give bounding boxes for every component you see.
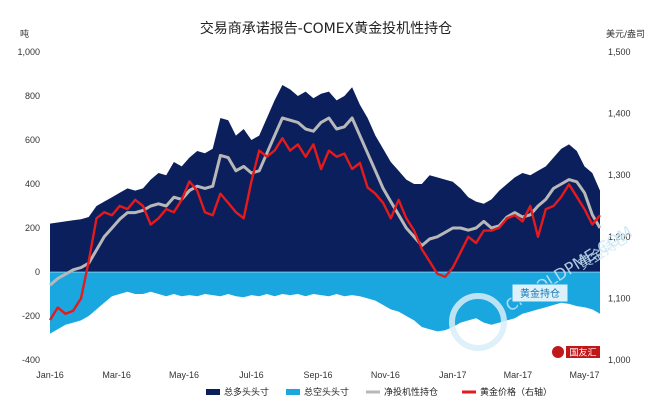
series-net-line [49, 116, 602, 287]
series-total-long-area [50, 85, 600, 272]
x-tick-label: Jan-17 [439, 370, 467, 380]
legend-label-short: 总空头头寸 [304, 386, 349, 398]
right-tick-label: 1,500 [608, 47, 631, 57]
x-tick-label: Mar-17 [504, 370, 533, 380]
plot-area [48, 85, 602, 334]
legend-label-net: 净投机性持仓 [384, 386, 438, 398]
x-tick-label: Jan-16 [36, 370, 64, 380]
right-axis-unit: 美元/盎司 [606, 28, 645, 40]
series-gold-price-line [48, 137, 601, 321]
right-tick-label: 1,300 [608, 170, 631, 180]
x-tick-label: Nov-16 [371, 370, 400, 380]
legend-label-price: 黄金价格（右轴） [480, 386, 552, 398]
brand-logo-plate [566, 346, 600, 358]
left-tick-label: 600 [25, 135, 40, 145]
x-tick-label: May-16 [169, 370, 199, 380]
left-tick-label: 200 [25, 223, 40, 233]
left-tick-label: 800 [25, 91, 40, 101]
right-tick-label: 1,000 [608, 355, 631, 365]
brand-logo-text: 国友汇 [569, 347, 596, 359]
left-axis-ticks: 1,000 800 600 400 200 0 -200 -400 [17, 47, 40, 365]
chart-title: 交易商承诺报告-COMEX黄金投机性持仓 [200, 20, 452, 37]
left-tick-label: 400 [25, 179, 40, 189]
watermark-badge-label: 黄金持仓 [520, 287, 560, 300]
legend-label-long: 总多头头寸 [224, 386, 269, 398]
right-tick-label: 1,400 [608, 109, 631, 119]
watermark-badge [511, 283, 569, 303]
right-axis-ticks: 1,500 1,400 1,300 1,200 1,100 1,000 [608, 47, 631, 365]
series-total-short-area [50, 272, 600, 334]
right-tick-label: 1,200 [608, 232, 631, 242]
x-tick-label: May-17 [569, 370, 599, 380]
legend: 总多头头寸 总空头头寸 净投机性持仓 黄金价格（右轴） [206, 386, 552, 398]
brand-logo-icon [552, 346, 564, 358]
left-axis-unit: 吨 [20, 28, 29, 40]
x-tick-label: Mar-16 [102, 370, 131, 380]
left-tick-label: 0 [35, 267, 40, 277]
left-tick-label: -400 [22, 355, 40, 365]
x-axis-ticks: Jan-16 Mar-16 May-16 Jul-16 Sep-16 Nov-16 Jan-… [36, 370, 599, 380]
legend-swatch-short [286, 389, 300, 395]
brand-logo: 国友汇 [552, 346, 600, 359]
x-tick-label: Jul-16 [239, 370, 264, 380]
legend-swatch-long [206, 389, 220, 395]
watermark-ring-icon [449, 293, 507, 351]
left-tick-label: -200 [22, 311, 40, 321]
x-tick-label: Sep-16 [304, 370, 333, 380]
right-tick-label: 1,100 [608, 293, 631, 303]
left-tick-label: 1,000 [17, 47, 40, 57]
